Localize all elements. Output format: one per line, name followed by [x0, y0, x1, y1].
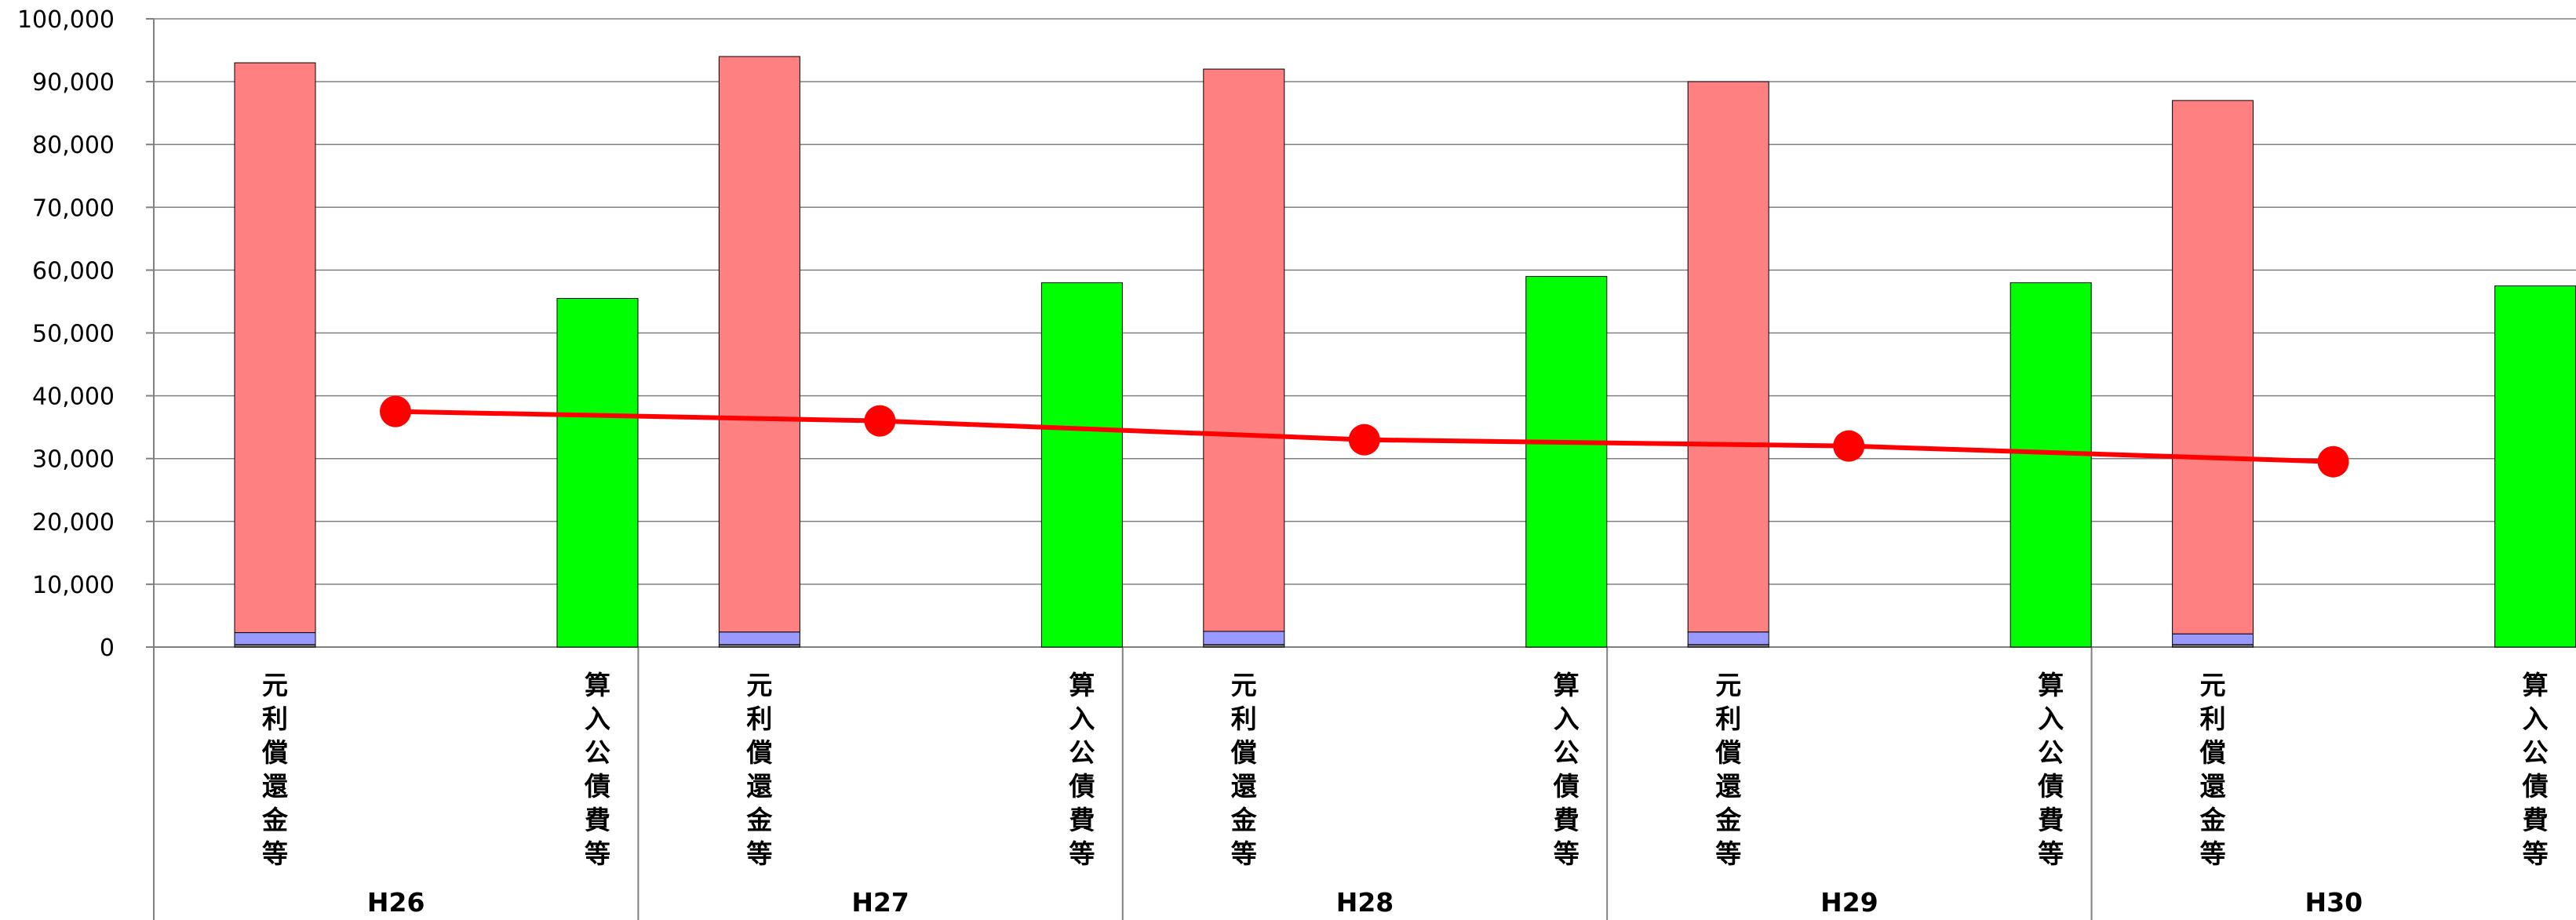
stacked-bar-H28-segment-1 — [1203, 631, 1285, 645]
category-label-H30-0: 元利償還金等 — [2199, 670, 2227, 869]
single-bar-H28 — [1525, 275, 1608, 648]
y-tick-label-5: 50,000 — [32, 321, 115, 348]
line-point-H26 — [380, 395, 411, 427]
line-point-H30 — [2317, 445, 2349, 478]
group-label-H26: H26 — [367, 887, 425, 918]
group-label-H27: H27 — [851, 887, 909, 918]
y-tick-label-8: 80,000 — [32, 132, 115, 159]
category-label-H28-1: 算入公債費等 — [1553, 670, 1579, 869]
stacked-bar-H26-segment-2 — [234, 62, 316, 634]
stacked-bar-H27-segment-1 — [718, 631, 800, 645]
single-bar-H26 — [556, 297, 639, 648]
line-point-H28 — [1348, 424, 1380, 456]
y-tick-label-1: 10,000 — [32, 572, 115, 599]
category-label-H29-0: 元利償還金等 — [1714, 670, 1742, 869]
y-tick-label-4: 40,000 — [32, 384, 115, 411]
line-point-H27 — [864, 405, 896, 437]
y-tick-label-7: 70,000 — [32, 195, 115, 222]
y-tick-label-10: 100,000 — [17, 6, 115, 34]
line-point-H29 — [1833, 430, 1865, 462]
category-label-H26-0: 元利償還金等 — [261, 670, 289, 869]
category-label-H29-1: 算入公債費等 — [2037, 670, 2064, 869]
category-label-H28-0: 元利償還金等 — [1230, 670, 1258, 869]
stacked-bar-H26-segment-1 — [234, 632, 316, 645]
category-label-H30-1: 算入公債費等 — [2522, 670, 2549, 869]
group-label-H29: H29 — [1820, 887, 1878, 918]
stacked-bar-H28-segment-2 — [1203, 68, 1285, 632]
category-label-H27-1: 算入公債費等 — [1068, 670, 1095, 869]
single-bar-H29 — [2009, 282, 2092, 648]
single-bar-H30 — [2494, 285, 2576, 648]
stacked-bar-H30-segment-1 — [2172, 633, 2254, 645]
y-tick-label-9: 90,000 — [32, 69, 115, 96]
category-label-H27-0: 元利償還金等 — [745, 670, 773, 869]
y-tick-label-0: 0 — [100, 635, 115, 662]
y-tick-label-6: 60,000 — [32, 257, 115, 285]
y-tick-label-3: 30,000 — [32, 446, 115, 474]
stacked-bar-H29-segment-2 — [1687, 81, 1769, 633]
y-tick-label-2: 20,000 — [32, 509, 115, 536]
stacked-bar-H29-segment-1 — [1687, 631, 1769, 645]
category-label-H26-1: 算入公債費等 — [584, 670, 610, 869]
group-label-H28: H28 — [1336, 887, 1394, 918]
group-label-H30: H30 — [2305, 887, 2363, 918]
stacked-bar-H30-segment-2 — [2172, 100, 2254, 635]
stacked-bar-H27-segment-2 — [718, 56, 800, 633]
single-bar-H27 — [1040, 282, 1123, 648]
